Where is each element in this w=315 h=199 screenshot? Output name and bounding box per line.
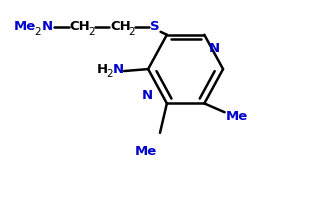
Text: H: H bbox=[97, 63, 108, 76]
Text: N: N bbox=[41, 20, 53, 33]
Text: Me: Me bbox=[226, 110, 248, 123]
Text: 2: 2 bbox=[106, 69, 113, 79]
Text: 2: 2 bbox=[129, 27, 135, 37]
Text: CH: CH bbox=[110, 20, 131, 33]
Text: S: S bbox=[150, 20, 159, 33]
Text: N: N bbox=[209, 42, 220, 55]
Text: N: N bbox=[141, 89, 152, 102]
Text: CH: CH bbox=[69, 20, 90, 33]
Text: Me: Me bbox=[13, 20, 36, 33]
Text: Me: Me bbox=[135, 145, 157, 158]
Text: N: N bbox=[113, 63, 124, 76]
Text: 2: 2 bbox=[34, 27, 41, 37]
Text: 2: 2 bbox=[88, 27, 94, 37]
